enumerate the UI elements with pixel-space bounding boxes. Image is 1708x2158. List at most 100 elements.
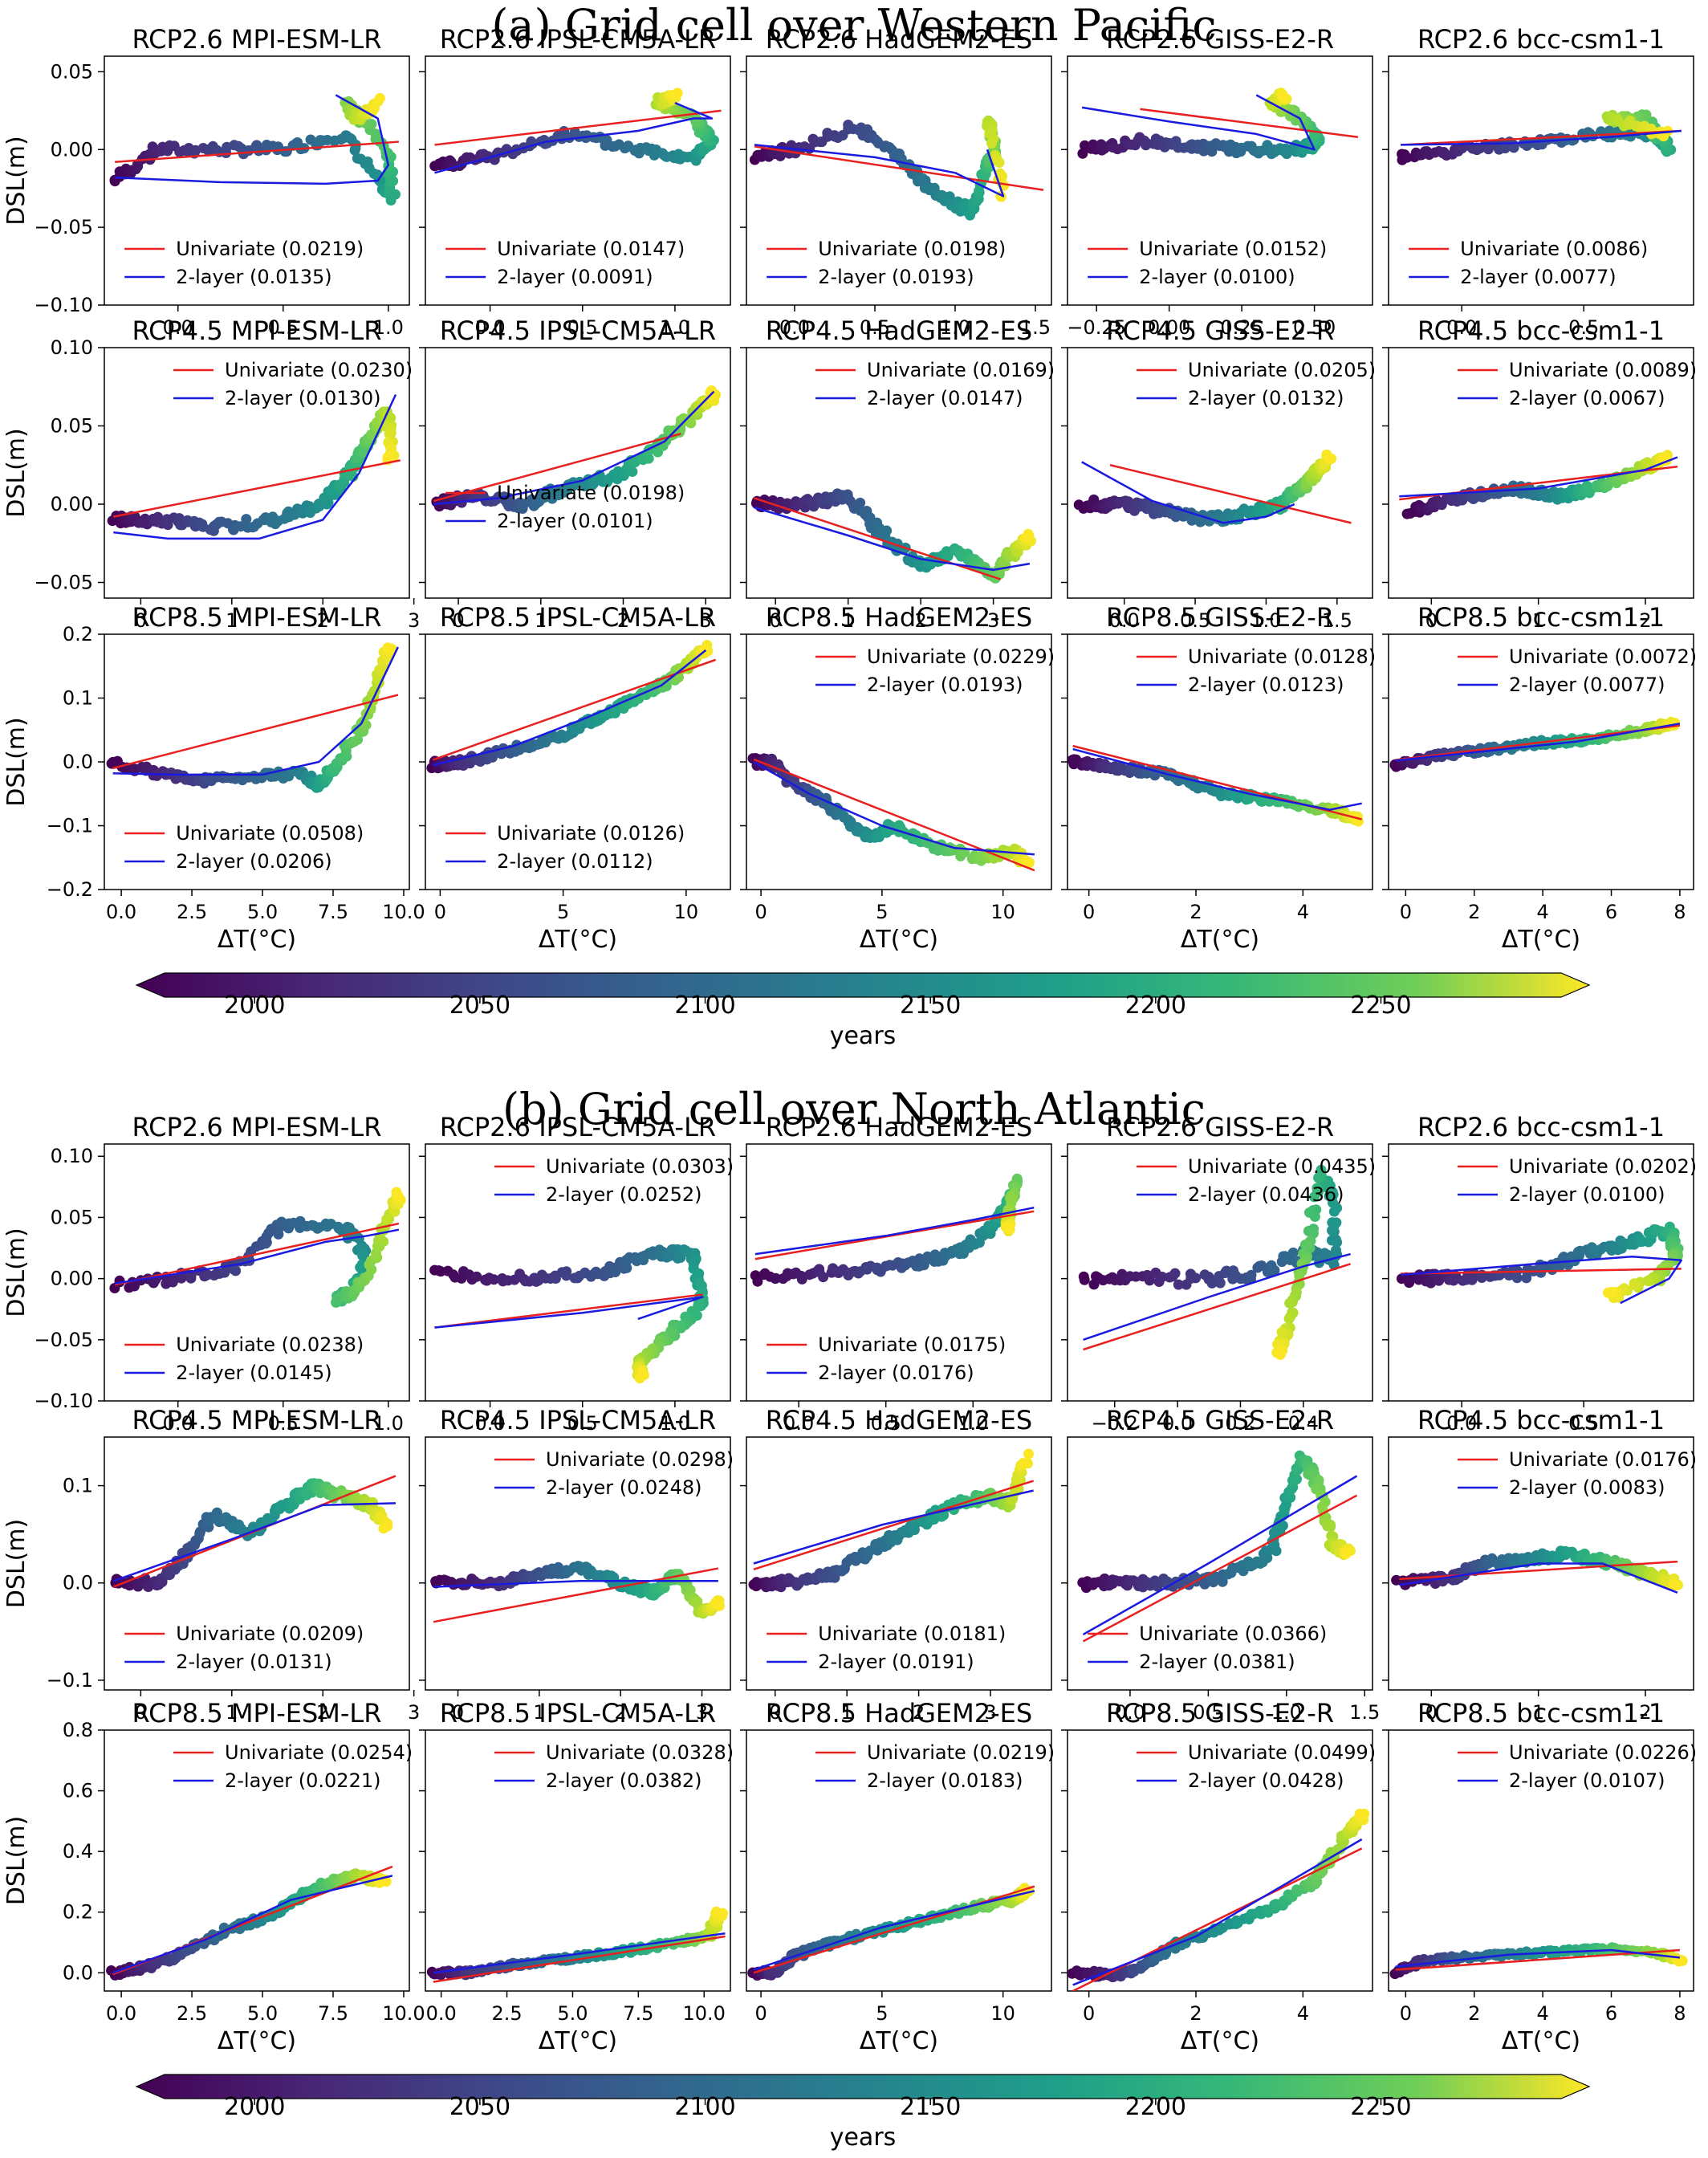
legend-label-two-layer: 2-layer (0.0193) bbox=[867, 674, 1023, 696]
legend-label-univariate: Univariate (0.0435) bbox=[1188, 1155, 1376, 1178]
data-point bbox=[1288, 1248, 1299, 1258]
x-axis-label: ΔT(°C) bbox=[539, 926, 617, 954]
x-tick-label: 10 bbox=[990, 901, 1015, 923]
legend-label-two-layer: 2-layer (0.0252) bbox=[546, 1183, 702, 1206]
data-point bbox=[1438, 147, 1449, 157]
legend-label-two-layer: 2-layer (0.0077) bbox=[1460, 266, 1616, 288]
legend-label-two-layer: 2-layer (0.0206) bbox=[176, 850, 331, 873]
plot-frame bbox=[104, 348, 409, 598]
panel-title: RCP4.5 MPI-ESM-LR bbox=[132, 1405, 382, 1435]
data-point bbox=[1019, 1458, 1029, 1468]
legend-label-univariate: Univariate (0.0303) bbox=[546, 1155, 734, 1178]
legend-label-univariate: Univariate (0.0089) bbox=[1509, 359, 1697, 381]
panel-title: RCP2.6 MPI-ESM-LR bbox=[132, 1112, 382, 1142]
x-tick-label: 8 bbox=[1673, 901, 1686, 923]
y-tick-label: 0.10 bbox=[51, 1145, 93, 1167]
y-tick-label: −0.05 bbox=[34, 216, 93, 238]
panel: RCP2.6 MPI-ESM-LR0.100.050.00−0.05−0.100… bbox=[34, 1112, 409, 1435]
data-point bbox=[1606, 1287, 1616, 1297]
y-tick-label: 0.1 bbox=[63, 687, 93, 710]
legend-label-two-layer: 2-layer (0.0193) bbox=[818, 266, 974, 288]
data-point bbox=[381, 1214, 392, 1224]
y-tick-label: −0.05 bbox=[34, 572, 93, 594]
data-point bbox=[986, 138, 997, 149]
y-tick-label: −0.05 bbox=[34, 1329, 93, 1351]
panel-title: RCP8.5 MPI-ESM-LR bbox=[132, 1698, 382, 1728]
data-point bbox=[1080, 1275, 1090, 1285]
data-point bbox=[1670, 1580, 1681, 1590]
panel-title: RCP2.6 bcc-csm1-1 bbox=[1417, 24, 1665, 55]
data-point bbox=[1190, 1272, 1201, 1283]
panel-title: RCP4.5 HadGEM2-ES bbox=[766, 1405, 1032, 1435]
data-point bbox=[1023, 529, 1034, 540]
y-axis-label: DSL(m) bbox=[2, 1816, 31, 1906]
legend-label-univariate: Univariate (0.0169) bbox=[867, 359, 1055, 381]
legend-label-univariate: Univariate (0.0175) bbox=[818, 1333, 1006, 1356]
data-point bbox=[1284, 1313, 1295, 1324]
x-tick-label: 6 bbox=[1605, 901, 1617, 923]
y-tick-label: −0.2 bbox=[47, 878, 93, 901]
x-tick-label: 5 bbox=[876, 901, 888, 923]
legend-label-two-layer: 2-layer (0.0100) bbox=[1509, 1183, 1665, 1206]
data-point bbox=[1004, 1224, 1015, 1235]
legend-label-univariate: Univariate (0.0181) bbox=[818, 1623, 1006, 1645]
legend-label-two-layer: 2-layer (0.0135) bbox=[176, 266, 331, 288]
legend-label-univariate: Univariate (0.0202) bbox=[1509, 1155, 1697, 1178]
y-tick-label: 0.05 bbox=[51, 1206, 93, 1228]
data-point bbox=[1331, 1217, 1341, 1228]
x-tick-label: 7.5 bbox=[318, 901, 348, 923]
y-tick-label: 0.2 bbox=[63, 623, 93, 645]
x-tick-label: 3 bbox=[408, 1701, 420, 1724]
y-tick-label: 0.0 bbox=[63, 1572, 93, 1594]
x-axis-label: ΔT(°C) bbox=[1502, 926, 1580, 954]
legend-label-univariate: Univariate (0.0219) bbox=[176, 238, 364, 260]
legend-label-two-layer: 2-layer (0.0100) bbox=[1139, 266, 1295, 288]
data-point bbox=[1304, 1207, 1315, 1218]
legend-label-two-layer: 2-layer (0.0381) bbox=[1139, 1651, 1295, 1673]
data-point bbox=[1512, 1272, 1523, 1283]
legend-label-univariate: Univariate (0.0366) bbox=[1139, 1623, 1327, 1645]
y-tick-label: 0.05 bbox=[51, 415, 93, 438]
y-axis-label: DSL(m) bbox=[2, 717, 31, 807]
legend-label-two-layer: 2-layer (0.0248) bbox=[546, 1476, 702, 1499]
legend-label-two-layer: 2-layer (0.0131) bbox=[176, 1651, 331, 1673]
legend-label-univariate: Univariate (0.0238) bbox=[176, 1333, 364, 1356]
y-tick-label: 0.00 bbox=[51, 1268, 93, 1290]
panel-title: RCP4.5 HadGEM2-ES bbox=[766, 316, 1032, 346]
x-tick-label: 10.0 bbox=[382, 901, 425, 923]
data-point bbox=[917, 173, 928, 184]
legend-label-two-layer: 2-layer (0.0112) bbox=[497, 850, 653, 873]
legend-label-two-layer: 2-layer (0.0191) bbox=[818, 1651, 974, 1673]
panel-title: RCP4.5 bcc-csm1-1 bbox=[1417, 1405, 1665, 1435]
data-point bbox=[714, 1601, 725, 1611]
x-tick-label: 0 bbox=[1083, 901, 1095, 923]
legend-label-univariate: Univariate (0.0298) bbox=[546, 1448, 734, 1471]
data-point bbox=[1324, 454, 1335, 464]
colorbar-tick-label: 2050 bbox=[449, 991, 510, 1020]
x-tick-label: 2 bbox=[1190, 901, 1202, 923]
x-tick-label: 5 bbox=[557, 901, 569, 923]
data-point bbox=[1279, 93, 1289, 104]
legend-label-univariate: Univariate (0.0508) bbox=[176, 822, 364, 845]
panel-title: RCP4.5 GISS-E2-R bbox=[1106, 316, 1334, 346]
legend-label-univariate: Univariate (0.0072) bbox=[1509, 645, 1697, 668]
y-axis-label: DSL(m) bbox=[2, 136, 31, 226]
y-axis-label: DSL(m) bbox=[2, 428, 31, 518]
x-tick-label: 1.5 bbox=[1349, 1701, 1380, 1724]
x-tick-label: 0 bbox=[1400, 901, 1412, 923]
y-tick-label: 0.0 bbox=[63, 751, 93, 773]
legend-label-univariate: Univariate (0.0147) bbox=[497, 238, 685, 260]
data-point bbox=[383, 642, 393, 653]
legend-label-two-layer: 2-layer (0.0436) bbox=[1188, 1183, 1344, 1206]
panel-title: RCP2.6 HadGEM2-ES bbox=[766, 1112, 1032, 1142]
